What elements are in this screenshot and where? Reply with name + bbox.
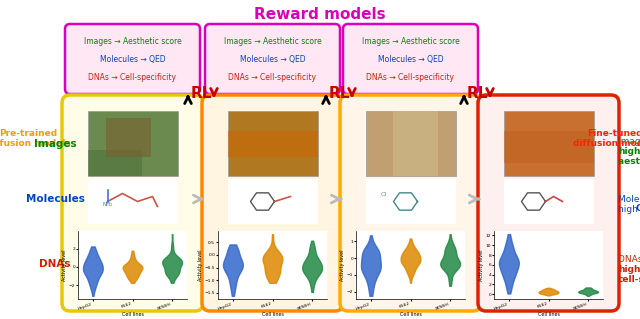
- Text: DNAs → Cell-specificity: DNAs → Cell-specificity: [367, 73, 454, 82]
- X-axis label: Cell lines: Cell lines: [122, 312, 143, 317]
- FancyBboxPatch shape: [202, 95, 343, 311]
- Bar: [106, 117, 150, 157]
- Bar: [88, 179, 177, 224]
- Text: Images → Aesthetic score: Images → Aesthetic score: [84, 37, 181, 46]
- Text: high: high: [618, 264, 640, 273]
- Bar: [227, 179, 317, 224]
- Text: DNAs → Cell-specificity: DNAs → Cell-specificity: [88, 73, 177, 82]
- FancyBboxPatch shape: [65, 24, 200, 94]
- Text: Images: Images: [34, 139, 76, 149]
- Text: RL: RL: [328, 86, 349, 101]
- Text: Images with: Images with: [618, 137, 640, 145]
- X-axis label: Cell lines: Cell lines: [399, 312, 422, 317]
- Bar: [504, 111, 593, 176]
- Text: Images → Aesthetic score: Images → Aesthetic score: [362, 37, 460, 46]
- Bar: [504, 130, 593, 163]
- Text: cell-specificity: cell-specificity: [618, 275, 640, 284]
- Text: Cl: Cl: [381, 192, 387, 197]
- Text: NH₂: NH₂: [102, 203, 113, 207]
- Text: Molecules with: Molecules with: [618, 195, 640, 204]
- Bar: [227, 111, 317, 176]
- Y-axis label: Activity level: Activity level: [63, 249, 67, 281]
- Bar: [504, 179, 593, 224]
- Text: Fine-tuned
diffusion models: Fine-tuned diffusion models: [573, 129, 640, 148]
- Y-axis label: Activity level: Activity level: [198, 249, 204, 281]
- Text: DNAs → Cell-specificity: DNAs → Cell-specificity: [228, 73, 317, 82]
- Bar: [365, 111, 456, 176]
- Text: Pre-trained
diffusion models: Pre-trained diffusion models: [0, 129, 70, 148]
- FancyBboxPatch shape: [343, 24, 478, 94]
- FancyBboxPatch shape: [62, 95, 203, 311]
- Text: RL: RL: [190, 86, 212, 101]
- Text: Molecules → QED: Molecules → QED: [378, 55, 444, 64]
- Text: high: high: [618, 146, 640, 155]
- FancyBboxPatch shape: [340, 95, 481, 311]
- Bar: [88, 111, 177, 176]
- Text: Molecules: Molecules: [26, 194, 84, 204]
- FancyBboxPatch shape: [205, 24, 340, 94]
- X-axis label: Cell lines: Cell lines: [262, 312, 284, 317]
- X-axis label: Cell lines: Cell lines: [538, 312, 559, 317]
- Bar: [227, 130, 317, 157]
- Y-axis label: Activity level: Activity level: [340, 249, 346, 281]
- FancyBboxPatch shape: [478, 95, 619, 311]
- Bar: [365, 179, 456, 224]
- Text: DNAs: DNAs: [39, 259, 71, 269]
- Text: DNAs with: DNAs with: [618, 255, 640, 263]
- Bar: [88, 150, 141, 176]
- Text: Reward models: Reward models: [254, 7, 386, 22]
- Text: aesthetic score: aesthetic score: [618, 157, 640, 166]
- Text: Images → Aesthetic score: Images → Aesthetic score: [223, 37, 321, 46]
- Text: Molecules → QED: Molecules → QED: [100, 55, 165, 64]
- Text: Molecules → QED: Molecules → QED: [240, 55, 305, 64]
- Text: QED: QED: [636, 204, 640, 213]
- Text: RL: RL: [467, 86, 488, 101]
- Text: high: high: [618, 204, 640, 213]
- Y-axis label: Activity level: Activity level: [479, 249, 484, 281]
- Bar: [392, 111, 438, 176]
